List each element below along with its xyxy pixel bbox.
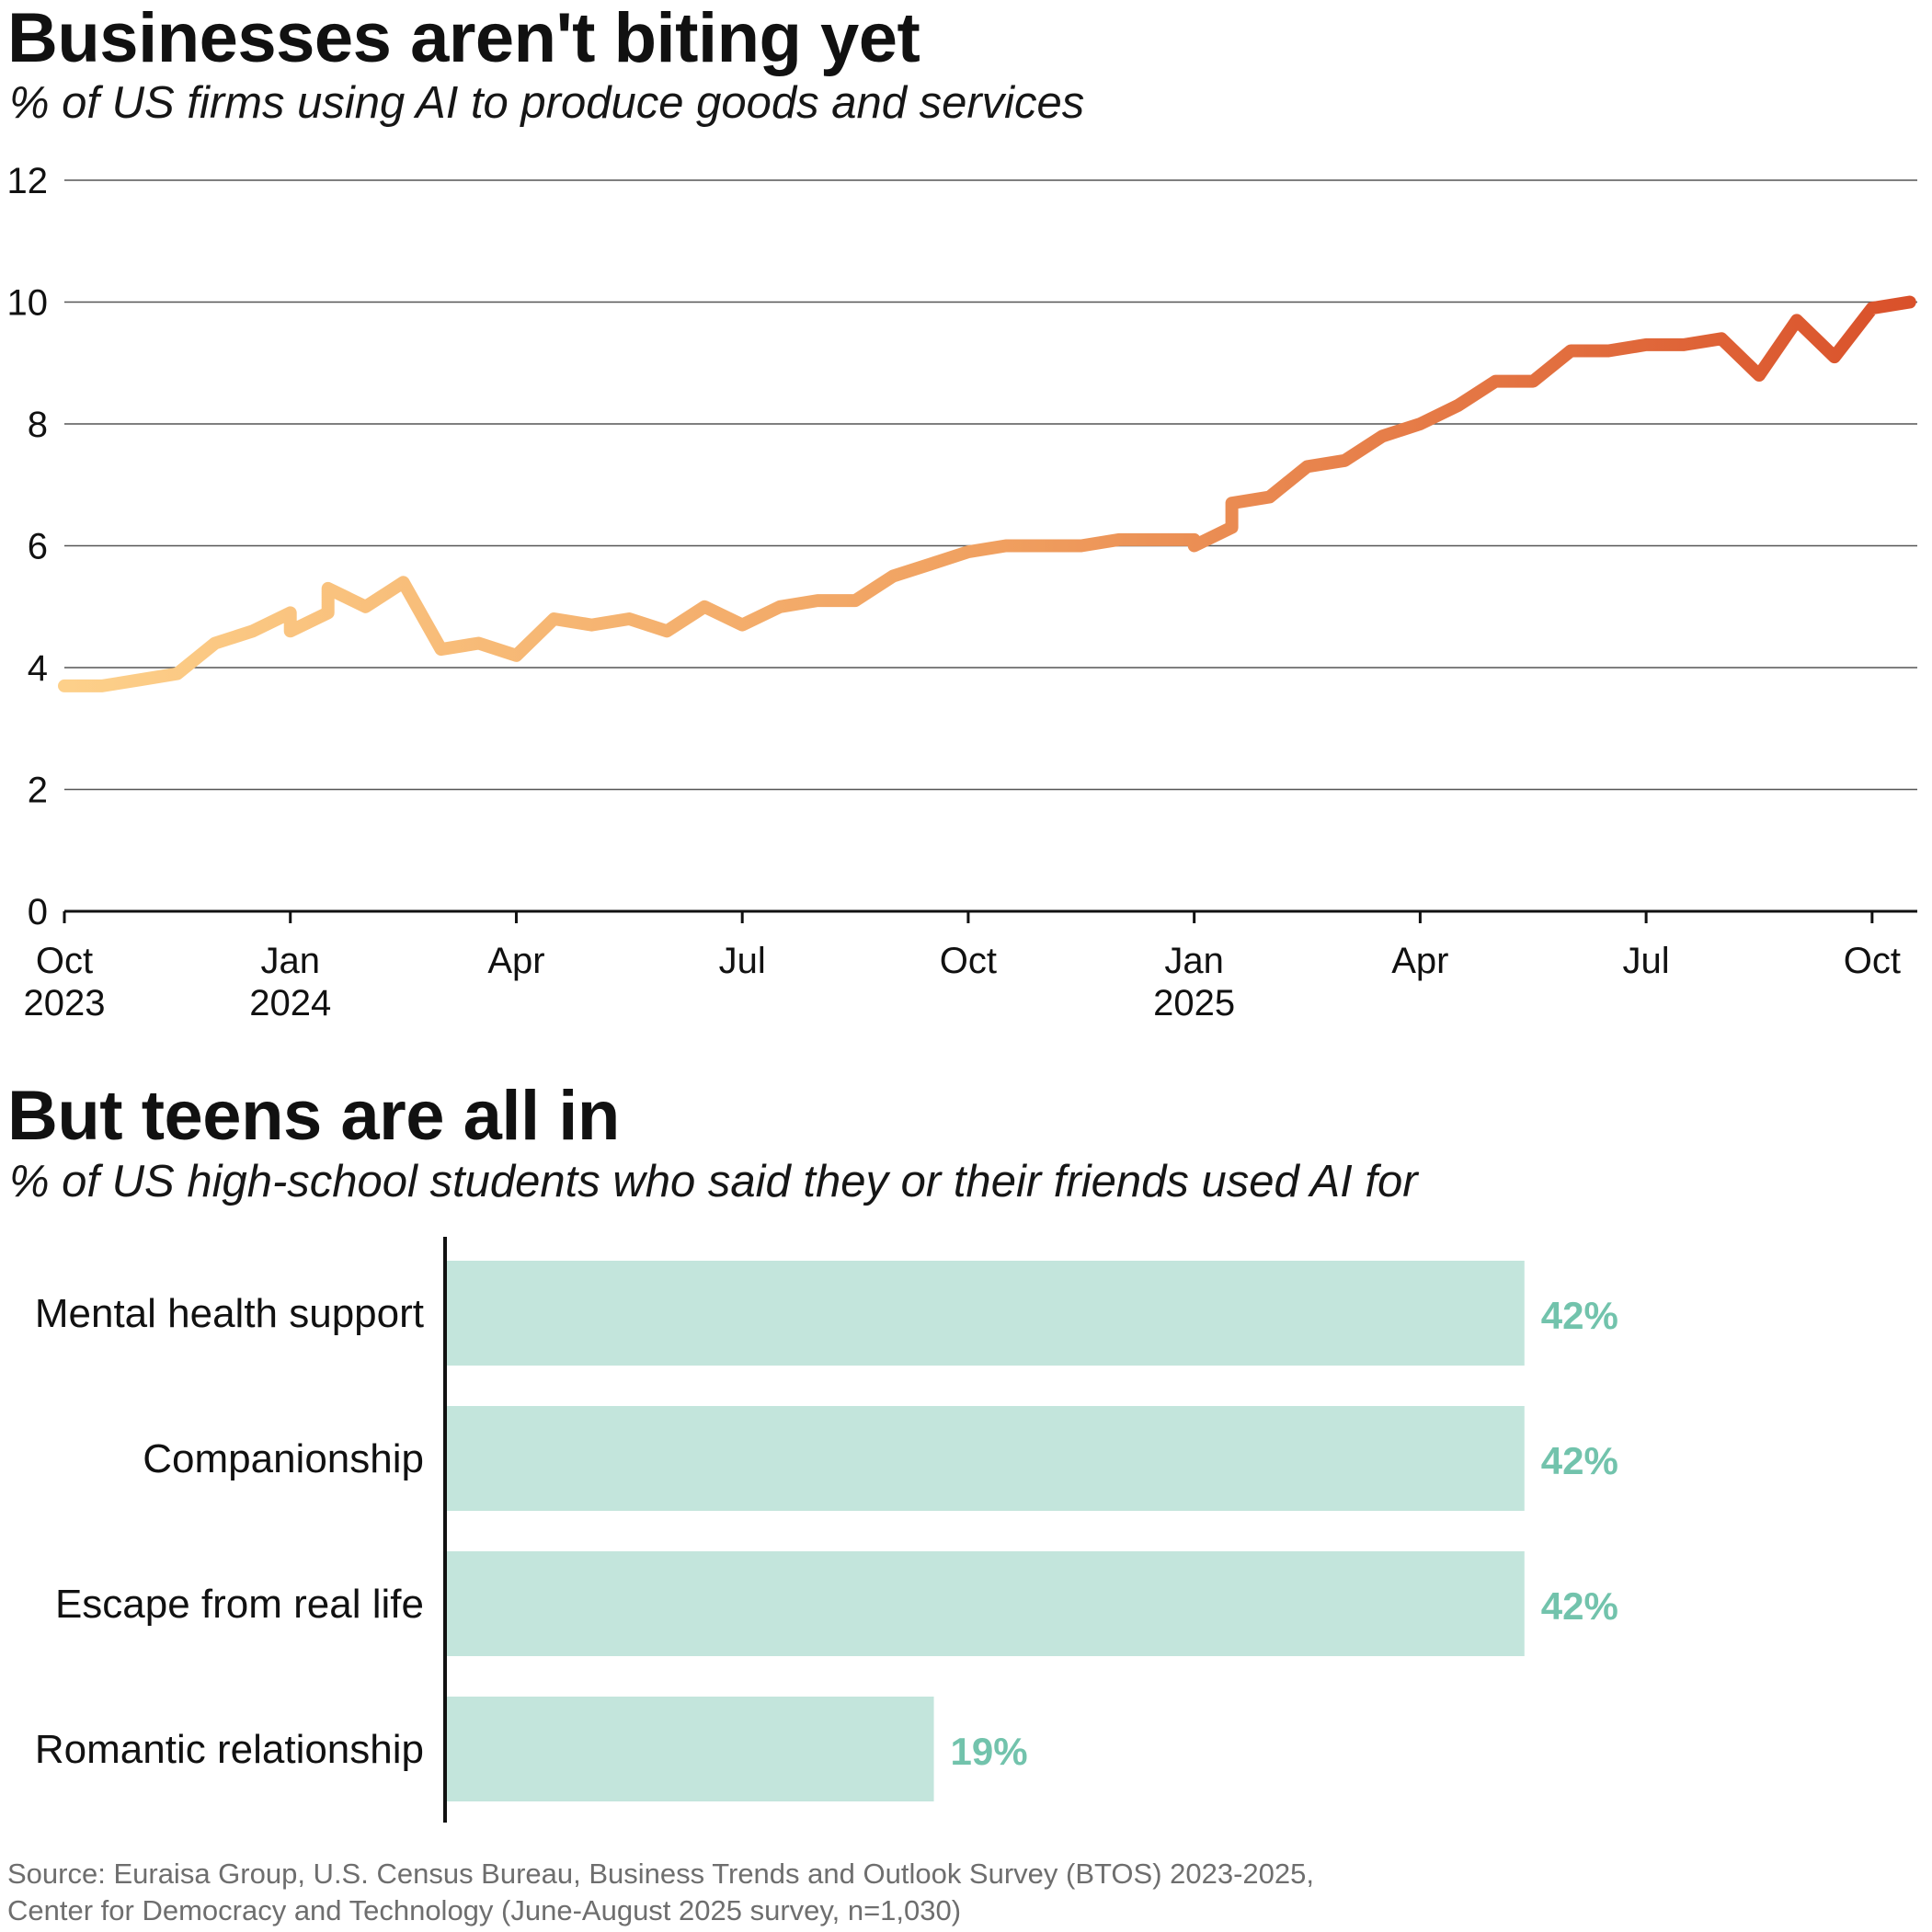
bar — [446, 1406, 1525, 1511]
bar-chart-title: But teens are all in — [7, 1077, 620, 1155]
x-tick-label: Jan — [1164, 941, 1224, 981]
x-tick-year: 2024 — [249, 983, 331, 1023]
source-line: Source: Euraisa Group, U.S. Census Burea… — [7, 1858, 1314, 1890]
x-tick-label: Apr — [1391, 941, 1448, 981]
x-tick-label: Apr — [487, 941, 544, 981]
source-line: Center for Democracy and Technology (Jun… — [7, 1894, 962, 1926]
y-tick-label: 12 — [7, 161, 49, 201]
bar — [446, 1697, 934, 1801]
value-label: 19% — [951, 1730, 1028, 1773]
value-label: 42% — [1541, 1584, 1618, 1628]
x-tick-label: Jul — [1623, 941, 1670, 981]
category-label: Companionship — [143, 1436, 424, 1481]
y-tick-label: 8 — [28, 405, 48, 445]
x-tick-label: Oct — [1844, 941, 1901, 981]
x-tick-label: Jul — [719, 941, 766, 981]
bar — [446, 1261, 1525, 1366]
category-label: Escape from real life — [55, 1582, 424, 1627]
bar-chart: Mental health support 42% Companionship 42%… — [35, 1237, 1618, 1823]
y-tick-label: 2 — [28, 771, 48, 811]
x-tick-label: Oct — [940, 941, 997, 981]
bar — [446, 1551, 1525, 1656]
x-tick-label: Oct — [36, 941, 93, 981]
y-tick-label: 10 — [7, 283, 49, 324]
bar-chart-subtitle: % of US high-school students who said th… — [9, 1157, 1418, 1206]
x-tick-year: 2023 — [24, 983, 106, 1023]
value-label: 42% — [1541, 1439, 1618, 1482]
source-note: Source: Euraisa Group, U.S. Census Burea… — [7, 1856, 1314, 1929]
y-tick-label: 4 — [28, 648, 48, 689]
category-label: Mental health support — [35, 1291, 424, 1336]
x-tick-year: 2025 — [1153, 983, 1235, 1023]
series-line — [58, 295, 1916, 692]
x-tick-label: Jan — [260, 941, 320, 981]
line-chart-title: Businesses aren't biting yet — [7, 0, 920, 77]
value-label: 42% — [1541, 1294, 1618, 1337]
y-tick-label: 6 — [28, 527, 48, 567]
category-label: Romantic relationship — [35, 1727, 424, 1772]
line-chart-subtitle: % of US firms using AI to produce goods … — [9, 78, 1085, 128]
y-tick-label: 0 — [28, 892, 48, 932]
